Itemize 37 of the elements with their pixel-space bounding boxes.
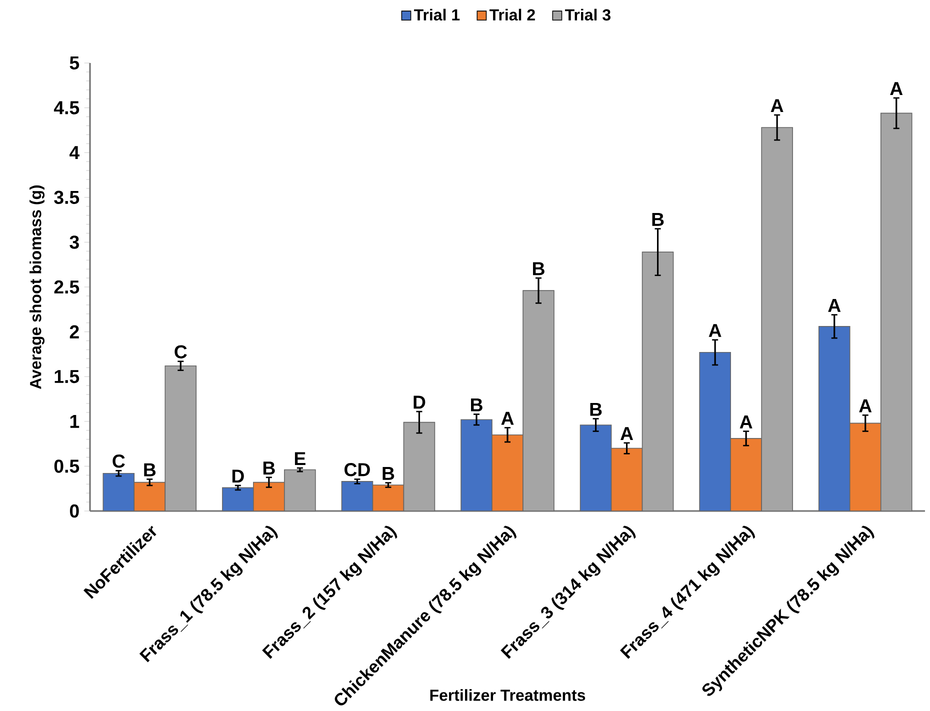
y-tick-label: 4.5 (54, 101, 80, 114)
legend-label: Trial 3 (565, 8, 610, 21)
legend-label: Trial 1 (414, 8, 460, 21)
annotation: D (232, 470, 244, 483)
y-tick-label: 5 (70, 56, 80, 70)
annotation: C (112, 454, 125, 468)
annotation: B (471, 398, 482, 412)
annotation: B (590, 402, 602, 416)
annotation: B (144, 463, 156, 476)
annotation: A (501, 412, 514, 425)
y-tick-label: 0.5 (54, 460, 80, 473)
y-axis-title: Average shoot biomass (g) (30, 185, 44, 389)
annotation: A (828, 299, 841, 312)
annotation: B (263, 462, 275, 474)
annotation: E (294, 452, 306, 466)
annotation: A (708, 324, 722, 337)
y-tick-label: 0 (70, 504, 79, 518)
legend-label: Trial 2 (490, 8, 535, 21)
y-tick-label: 1.5 (54, 370, 80, 384)
annotation: A (740, 415, 752, 428)
x-axis-title: Fertilizer Treatments (430, 689, 586, 701)
y-tick-label: 3 (70, 236, 79, 249)
annotation: B (533, 262, 544, 276)
annotation: A (859, 399, 872, 412)
y-tick-label: 4 (70, 146, 80, 160)
y-tick-label: 2 (70, 325, 79, 338)
annotation: A (620, 427, 634, 440)
annotation: C (174, 345, 187, 358)
y-tick-label: 1 (70, 414, 80, 428)
annotation: D (414, 396, 426, 409)
y-tick-label: 3.5 (54, 190, 80, 204)
annotation: CD (344, 463, 370, 476)
y-tick-label: 2.5 (54, 280, 80, 294)
annotation: B (382, 467, 394, 480)
annotation: B (652, 212, 664, 226)
annotation: A (890, 82, 903, 96)
annotation: A (770, 99, 784, 112)
